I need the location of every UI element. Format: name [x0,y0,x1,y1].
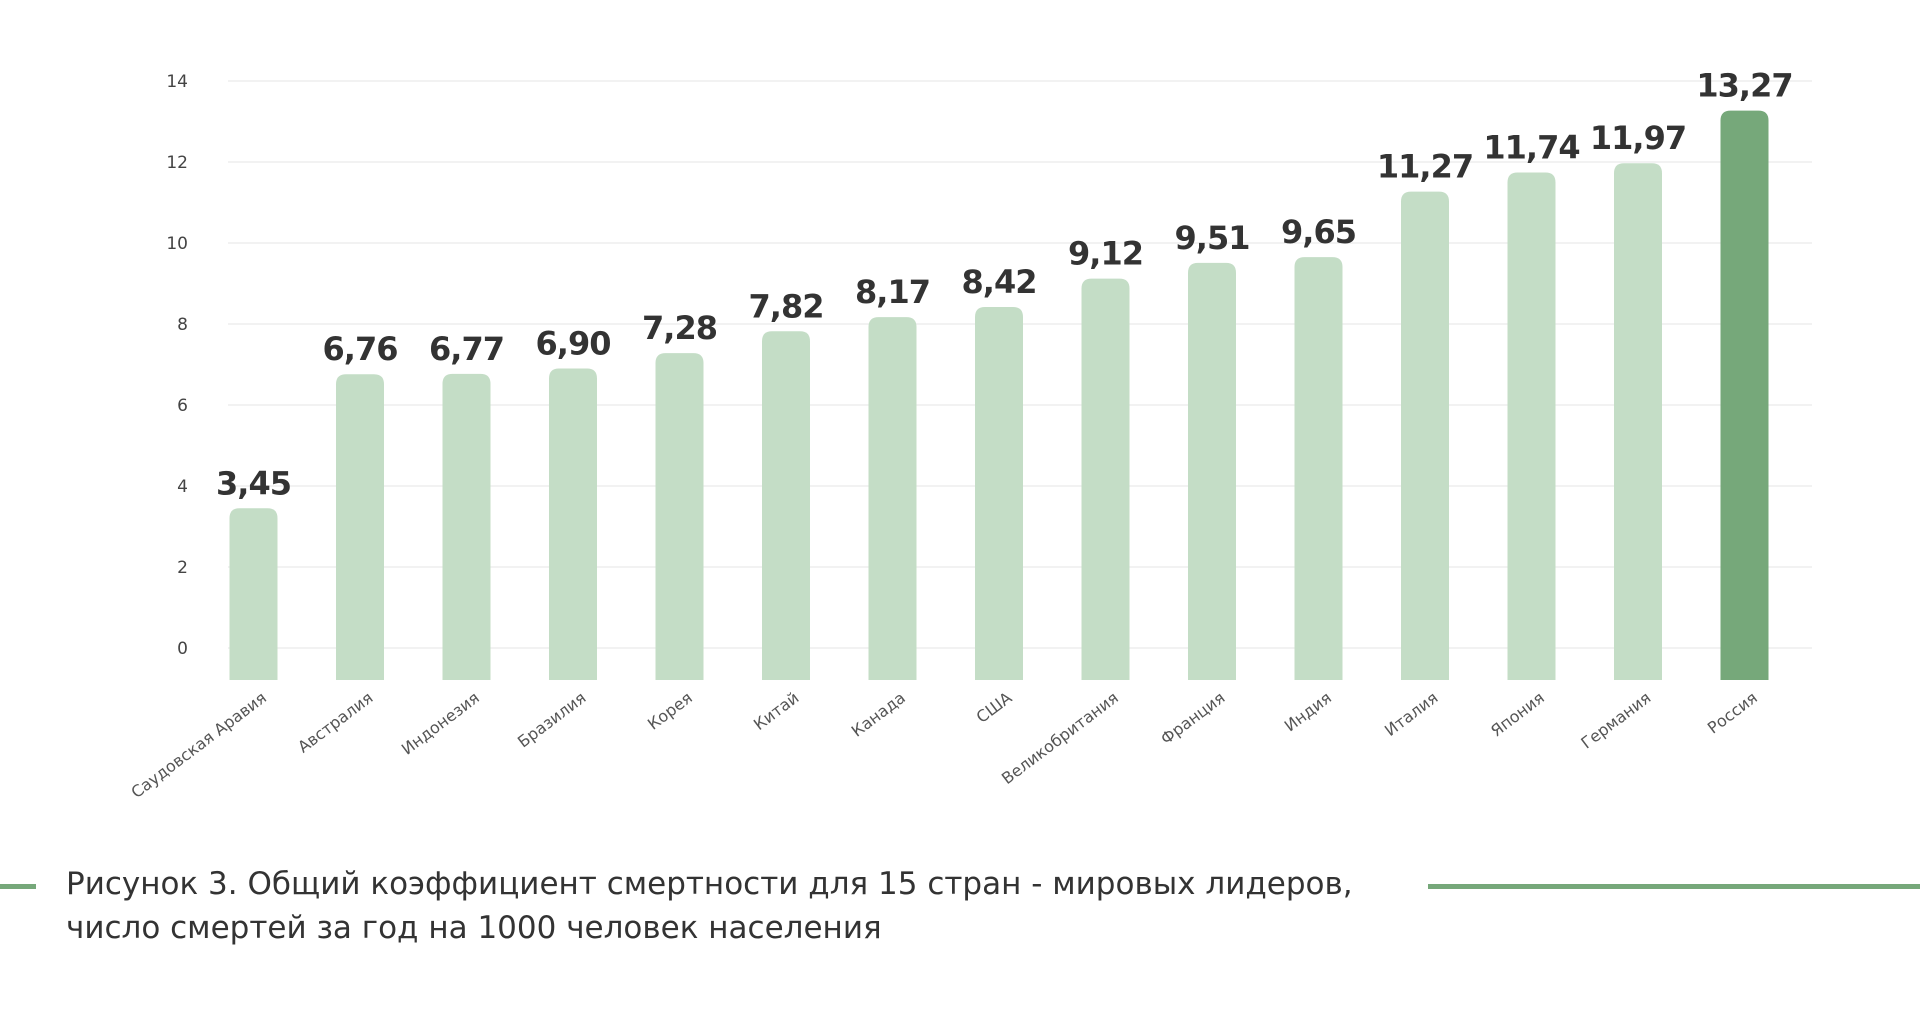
data-label: 13,27 [1696,67,1792,105]
bar-chart: 0 2 4 6 8 10 12 14 3,45 Саудовская Аравия 6,76 Авст… [127,67,1812,802]
bar [975,306,1023,680]
x-tick-label: Саудовская Аравия [127,688,269,802]
y-tick-label: 0 [177,639,188,659]
y-tick-label: 4 [177,477,188,497]
bar [1188,262,1236,680]
bar [1720,110,1769,680]
data-label: 8,17 [855,273,930,311]
bar [549,368,597,680]
bar [655,353,704,680]
chart-area: 0 2 4 6 8 10 12 14 3,45 Саудовская Аравия 6,76 Авст… [127,67,1812,802]
bar [1401,191,1449,680]
x-tick-label: Индонезия [398,688,483,759]
data-label: 6,90 [536,325,611,363]
x-tick-label: Индия [1281,688,1335,735]
bar [1507,172,1556,680]
x-tick-label: Австралия [294,688,376,757]
x-tick-label: Китай [750,688,802,734]
data-label: 7,28 [642,309,717,347]
data-label: 9,51 [1175,219,1250,257]
data-label: 11,27 [1377,148,1473,186]
data-label: 6,76 [323,330,398,368]
y-tick-label: 6 [177,396,188,416]
bar [1614,163,1662,681]
bar [868,317,917,680]
x-tick-label: Корея [644,688,696,734]
data-label: 3,45 [216,464,291,502]
x-tick-label: Япония [1487,688,1548,740]
x-tick-label: Италия [1381,688,1441,740]
x-tick-label: США [973,688,1016,727]
caption-line-1: Рисунок 3. Общий коэффициент смертности … [66,866,1353,902]
caption-left-line [0,884,36,889]
y-tick-label: 10 [166,234,188,254]
bar [1081,278,1130,680]
y-tick-label: 14 [166,72,188,92]
data-label: 7,82 [749,287,824,325]
x-tick-label: Россия [1704,688,1761,738]
y-tick-label: 8 [177,315,188,335]
caption-right-line [1428,884,1920,889]
y-tick-label: 2 [177,558,188,578]
x-tick-label: Бразилия [514,688,589,751]
data-label: 11,97 [1590,119,1686,157]
y-tick-label: 12 [166,153,188,173]
bar [442,373,491,680]
data-label: 9,12 [1068,235,1143,273]
data-label: 8,42 [962,263,1037,301]
caption-line-2: число смертей за год на 1000 человек нас… [66,910,882,946]
x-tick-label: Франция [1157,688,1228,748]
x-tick-label: Великобритания [998,688,1122,788]
x-tick-label: Германия [1577,688,1654,753]
x-tick-label: Канада [848,688,909,741]
figure-caption: Рисунок 3. Общий коэффициент смертности … [66,862,1406,950]
data-label: 11,74 [1483,129,1579,167]
bar [229,508,278,680]
bar [336,374,384,680]
bar [762,331,810,680]
data-label: 6,77 [429,330,504,368]
data-label: 9,65 [1281,213,1356,251]
bar [1294,257,1343,680]
